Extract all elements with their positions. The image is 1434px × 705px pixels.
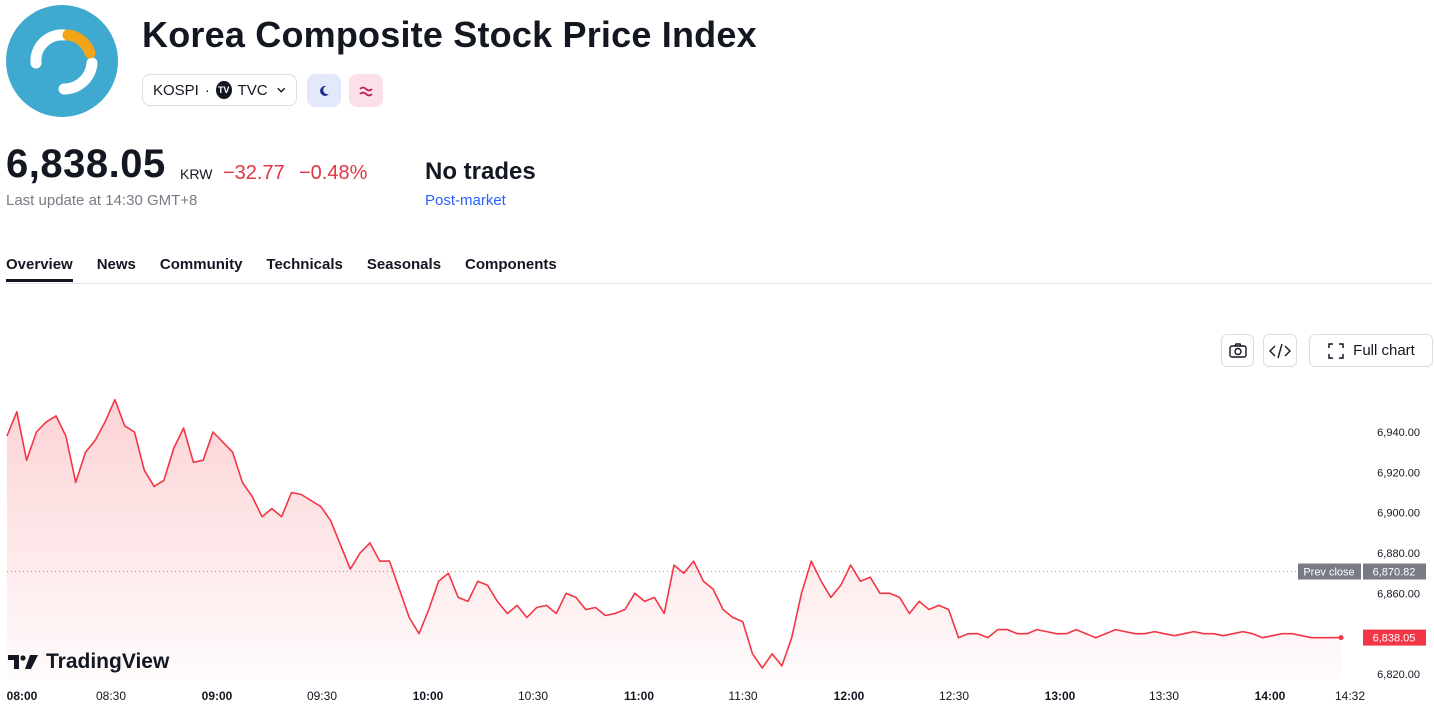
x-tick-label: 12:00 [834,689,865,703]
embed-button[interactable] [1263,334,1297,367]
x-tick-label: 11:30 [728,689,757,703]
fullscreen-icon [1328,342,1344,359]
y-tick-label: 6,920.00 [1377,467,1420,479]
tab-bar: Overview News Community Technicals Seaso… [6,256,581,282]
tab-components[interactable]: Components [465,256,557,273]
tabs-divider [6,283,1432,284]
exchange-label: TVC [237,81,268,99]
logo-arcs-icon [30,29,98,95]
x-tick-label: 14:00 [1255,689,1286,703]
current-price: 6,838.05 [6,142,166,186]
price-change: −32.77 [223,162,285,184]
delayed-data-badge[interactable] [349,74,383,107]
prev-close-value-label: 6,870.82 [1373,567,1416,579]
snapshot-button[interactable] [1221,334,1254,367]
x-tick-label: 09:30 [307,689,337,703]
tab-community[interactable]: Community [159,256,243,273]
tab-news[interactable]: News [96,256,136,273]
symbol-exchange-selector[interactable]: KOSPI · TV TVC [142,74,297,106]
price-chart[interactable]: 6,820.006,840.006,860.006,880.006,900.00… [0,380,1434,705]
tradingview-logo-icon [8,655,38,669]
code-icon [1269,343,1291,358]
x-tick-label: 09:00 [202,689,233,703]
price-change-percent: −0.48% [299,162,368,184]
last-price-tag-label: 6,838.05 [1373,633,1416,645]
tradingview-brand: TradingView [8,650,169,674]
currency-label: KRW [180,166,213,182]
x-tick-label: 08:30 [96,689,126,703]
price-area-fill [7,399,1341,680]
x-tick-label: 11:00 [624,689,654,703]
y-tick-label: 6,860.00 [1377,588,1420,600]
tab-overview[interactable]: Overview [6,256,73,282]
kospi-logo [6,5,118,117]
y-tick-label: 6,820.00 [1377,669,1420,681]
post-market-link[interactable]: Post-market [425,192,506,209]
last-price-tag [1363,629,1426,646]
x-tick-label: 08:00 [7,689,38,703]
x-tick-label: 14:32 [1335,689,1365,703]
symbol-label: KOSPI [153,81,199,99]
x-tick-label: 10:30 [518,689,548,703]
moon-icon [320,85,329,96]
prev-close-value-tag [1363,563,1426,580]
tvc-exchange-icon: TV [215,81,232,99]
tab-technicals[interactable]: Technicals [266,256,343,273]
camera-icon [1228,342,1247,358]
prev-close-tag-label: Prev close [1303,567,1354,579]
price-line [6,398,1342,669]
x-tick-label: 13:30 [1149,689,1179,703]
last-update-time: Last update at 14:30 GMT+8 [6,192,198,209]
separator-dot: · [204,81,210,99]
brand-name: TradingView [46,650,170,673]
night-session-badge[interactable] [307,74,341,107]
x-tick-label: 13:00 [1045,689,1076,703]
chevron-down-icon [276,87,285,93]
y-tick-label: 6,880.00 [1377,548,1420,560]
session-status: No trades [425,158,536,185]
last-price-dot [1338,635,1344,641]
wave-icon [359,86,373,96]
y-tick-label: 6,940.00 [1377,427,1420,439]
y-tick-label: 6,900.00 [1377,508,1420,520]
full-chart-label: Full chart [1353,342,1415,359]
tab-seasonals[interactable]: Seasonals [366,256,442,273]
x-tick-label: 12:30 [939,689,969,703]
x-tick-label: 10:00 [413,689,444,703]
full-chart-button[interactable]: Full chart [1309,334,1433,367]
page-title: Korea Composite Stock Price Index [142,14,757,55]
prev-close-tag [1298,563,1361,580]
